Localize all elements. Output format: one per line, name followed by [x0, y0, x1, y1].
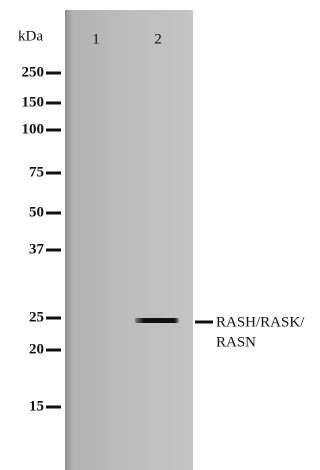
lane-label: 2 — [154, 31, 162, 47]
marker-label: 150 — [22, 94, 45, 110]
marker-label: 75 — [29, 164, 44, 180]
marker-label: 15 — [29, 398, 44, 414]
band-label: RASH/RASK/RASN — [216, 314, 305, 350]
protein-band — [135, 318, 179, 323]
band-label-line: RASN — [216, 334, 256, 350]
marker-ladder: 250 150 100 75 50 37 25 20 15 — [22, 64, 62, 414]
band-label-line: RASH/RASK/ — [216, 314, 305, 330]
gel — [65, 10, 193, 470]
marker-label: 250 — [22, 64, 45, 80]
western-blot: kDa 250 150 100 75 50 37 25 20 15 1 2 RASH/RASK/R… — [0, 0, 317, 470]
kda-label: kDa — [18, 28, 43, 44]
marker-label: 37 — [29, 241, 45, 257]
marker-label: 100 — [22, 121, 45, 137]
marker-label: 25 — [29, 309, 44, 325]
marker-label: 50 — [29, 204, 44, 220]
marker-label: 20 — [29, 341, 44, 357]
lane-label: 1 — [92, 31, 100, 47]
